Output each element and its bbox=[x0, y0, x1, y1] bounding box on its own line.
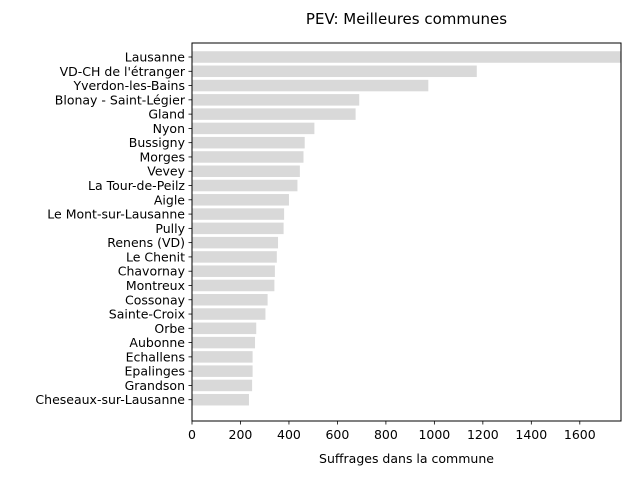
category-label: Chavornay bbox=[118, 264, 186, 279]
x-tick-label: 1000 bbox=[418, 427, 450, 442]
bar bbox=[192, 294, 268, 306]
category-label: Cheseaux-sur-Lausanne bbox=[35, 392, 185, 407]
category-label: Lausanne bbox=[125, 50, 186, 65]
bar bbox=[192, 265, 275, 277]
category-label: Bussigny bbox=[129, 135, 186, 150]
bar bbox=[192, 79, 429, 92]
bar bbox=[192, 94, 360, 106]
bars-group bbox=[192, 51, 621, 406]
category-label: Cossonay bbox=[125, 292, 186, 307]
bar bbox=[192, 222, 284, 235]
bar bbox=[192, 179, 298, 192]
category-label: Renens (VD) bbox=[107, 235, 185, 250]
x-tick-label: 1200 bbox=[467, 427, 499, 442]
category-label: Le Chenit bbox=[126, 249, 185, 264]
category-label: La Tour-de-Peilz bbox=[88, 178, 185, 193]
bar bbox=[192, 379, 253, 392]
bar bbox=[192, 322, 257, 335]
category-label: Gland bbox=[148, 107, 185, 122]
category-label: Echallens bbox=[126, 349, 185, 364]
bar bbox=[192, 336, 256, 349]
x-axis-ticks: 0 200 400 600 800 1000 1200 1400 1600 bbox=[188, 421, 596, 442]
x-tick-label: 600 bbox=[325, 427, 349, 442]
x-tick-label: 1400 bbox=[515, 427, 547, 442]
plot-frame bbox=[191, 42, 622, 422]
x-axis-label: Suffrages dans la commune bbox=[319, 451, 494, 466]
category-label: Aubonne bbox=[129, 335, 185, 350]
bar bbox=[192, 351, 253, 363]
bar bbox=[192, 51, 621, 63]
bar bbox=[192, 251, 277, 263]
bar bbox=[192, 108, 356, 120]
bar bbox=[192, 165, 300, 177]
bar bbox=[192, 308, 266, 320]
bar bbox=[192, 365, 253, 377]
category-label: Le Mont-sur-Lausanne bbox=[47, 207, 185, 222]
category-label: Montreux bbox=[126, 278, 185, 293]
category-label: Nyon bbox=[153, 121, 185, 136]
category-label: Yverdon-les-Bains bbox=[72, 78, 185, 93]
x-tick-label: 200 bbox=[229, 427, 253, 442]
bar bbox=[192, 393, 249, 406]
category-label: Vevey bbox=[147, 164, 185, 179]
bar bbox=[192, 194, 289, 206]
bar bbox=[192, 122, 315, 135]
bar bbox=[192, 279, 275, 292]
x-tick-label: 800 bbox=[374, 427, 398, 442]
x-tick-label: 1600 bbox=[564, 427, 596, 442]
bar bbox=[192, 208, 285, 220]
x-tick-label: 400 bbox=[277, 427, 301, 442]
category-label: Epalinges bbox=[125, 364, 186, 379]
bar bbox=[192, 65, 477, 78]
category-label: Sainte-Croix bbox=[109, 307, 185, 322]
category-label: Morges bbox=[140, 149, 186, 164]
category-label: Blonay - Saint-Légier bbox=[55, 92, 186, 107]
bar bbox=[192, 136, 305, 149]
category-label: Orbe bbox=[154, 321, 185, 336]
category-label: VD-CH de l'étranger bbox=[60, 64, 186, 79]
category-label: Aigle bbox=[154, 192, 185, 207]
category-label: Grandson bbox=[125, 378, 185, 393]
bar bbox=[192, 151, 304, 163]
bar bbox=[192, 236, 279, 249]
category-label: Pully bbox=[155, 221, 185, 236]
chart-title: PEV: Meilleures communes bbox=[306, 10, 507, 28]
x-tick-label: 0 bbox=[188, 427, 196, 442]
